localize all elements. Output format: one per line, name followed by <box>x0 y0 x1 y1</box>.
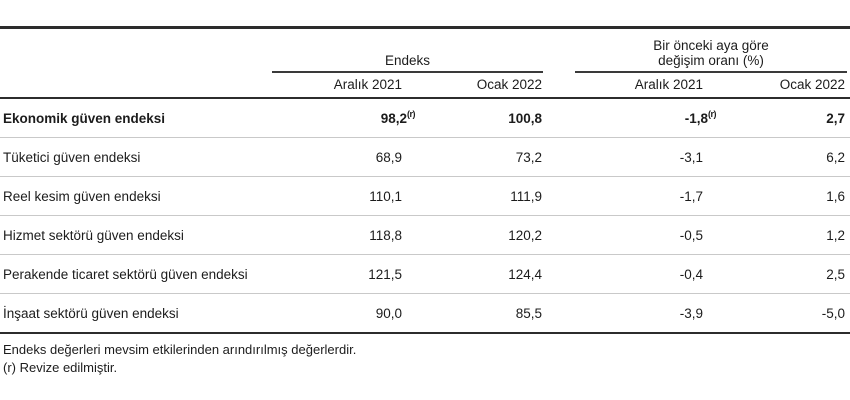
value-text: -3,9 <box>679 305 703 321</box>
table-row: Ekonomik güven endeksi 98,2(r) 100,8 -1,8(r… <box>0 98 850 138</box>
value-text: 98,2 <box>380 110 407 126</box>
row-value: 2,7 <box>711 98 850 138</box>
row-value: 1,6 <box>711 176 850 216</box>
row-value: -1,7 <box>550 176 711 216</box>
row-value: -5,0 <box>711 293 850 334</box>
confidence-index-table: Endeks Bir önceki aya göre değişim oranı… <box>0 26 850 334</box>
value-text: -1,7 <box>679 188 703 204</box>
row-value: 100,8 <box>410 98 550 138</box>
row-value: 120,2 <box>410 215 550 255</box>
row-label: Tüketici güven endeksi <box>0 137 272 177</box>
row-value: 90,0 <box>272 293 410 334</box>
value-text: -1,8 <box>684 110 708 126</box>
row-value: -3,9 <box>550 293 711 334</box>
value-text: -0,4 <box>679 266 703 282</box>
group-header-endeks-cell: Endeks <box>272 28 550 73</box>
row-value: -3,1 <box>550 137 711 177</box>
revision-superscript: (r) <box>708 109 717 119</box>
row-value: 98,2(r) <box>272 98 416 138</box>
value-text: 111,9 <box>510 188 542 204</box>
value-text: 1,2 <box>826 227 845 243</box>
value-text: 121,5 <box>368 266 402 282</box>
row-value: -0,4 <box>550 254 711 294</box>
column-header-change-ocak-2022: Ocak 2022 <box>711 73 850 99</box>
value-text: 68,9 <box>375 149 402 165</box>
table-column-header-row: Aralık 2021 Ocak 2022 Aralık 2021 Ocak 2… <box>0 73 850 99</box>
row-value: 118,8 <box>272 215 410 255</box>
row-value: 110,1 <box>272 176 410 216</box>
row-value: 6,2 <box>711 137 850 177</box>
row-value: 68,9 <box>272 137 410 177</box>
value-text: 110,1 <box>369 188 402 204</box>
value-text: 2,5 <box>826 266 845 282</box>
value-text: 73,2 <box>515 149 542 165</box>
value-text: 118,8 <box>369 227 402 243</box>
table-row: Hizmet sektörü güven endeksi 118,8 120,2 -0… <box>0 215 850 255</box>
value-text: 120,2 <box>508 227 542 243</box>
value-text: 6,2 <box>826 149 845 165</box>
row-value: 124,4 <box>410 254 550 294</box>
table-row: İnşaat sektörü güven endeksi 90,0 85,5 -3,9… <box>0 293 850 334</box>
column-group-endeks: Endeks <box>272 53 543 73</box>
top-margin <box>0 0 850 26</box>
value-text: 85,5 <box>515 305 542 321</box>
row-value: -0,5 <box>550 215 711 255</box>
value-text: -5,0 <box>821 305 845 321</box>
row-value: 121,5 <box>272 254 410 294</box>
value-text: 1,6 <box>826 188 845 204</box>
revision-superscript: (r) <box>407 109 416 119</box>
table-footnotes: Endeks değerleri mevsim etkilerinden arı… <box>0 334 850 377</box>
column-group-monthly-change-label: Bir önceki aya göre değişim oranı (%) <box>653 38 769 68</box>
row-label: Reel kesim güven endeksi <box>0 176 272 216</box>
value-text: 100,8 <box>508 110 542 126</box>
row-value: 111,9 <box>410 176 550 216</box>
table-row: Reel kesim güven endeksi 110,1 111,9 -1,7 1,… <box>0 176 850 216</box>
row-value: 85,5 <box>410 293 550 334</box>
column-header-endeks-aralik-2021: Aralık 2021 <box>272 73 410 99</box>
column-group-endeks-label: Endeks <box>384 53 431 68</box>
row-label: Perakende ticaret sektörü güven endeksi <box>0 254 272 294</box>
row-label: İnşaat sektörü güven endeksi <box>0 293 272 334</box>
table-row: Tüketici güven endeksi 68,9 73,2 -3,1 6,2 <box>0 137 850 177</box>
row-value: -1,8(r) <box>550 98 717 138</box>
column-header-endeks-ocak-2022: Ocak 2022 <box>410 73 550 99</box>
row-value: 2,5 <box>711 254 850 294</box>
footnote-seasonal-adjustment: Endeks değerleri mevsim etkilerinden arı… <box>3 342 357 357</box>
group-header-empty-cell <box>0 28 272 74</box>
row-value: 73,2 <box>410 137 550 177</box>
column-group-monthly-change: Bir önceki aya göre değişim oranı (%) <box>575 38 847 73</box>
row-label: Ekonomik güven endeksi <box>0 98 272 138</box>
group-header-change-cell: Bir önceki aya göre değişim oranı (%) <box>550 28 850 73</box>
value-text: 124,4 <box>508 266 542 282</box>
column-header-empty-cell <box>0 73 272 99</box>
value-text: 90,0 <box>375 305 402 321</box>
row-label: Hizmet sektörü güven endeksi <box>0 215 272 255</box>
column-header-change-aralik-2021: Aralık 2021 <box>550 73 711 99</box>
row-value: 1,2 <box>711 215 850 255</box>
value-text: 2,7 <box>826 110 845 126</box>
table-group-header-row: Endeks Bir önceki aya göre değişim oranı… <box>0 28 850 74</box>
value-text: -0,5 <box>679 227 703 243</box>
value-text: -3,1 <box>679 149 703 165</box>
footnote-revision: (r) Revize edilmiştir. <box>3 360 118 375</box>
table-row: Perakende ticaret sektörü güven endeksi 1… <box>0 254 850 294</box>
